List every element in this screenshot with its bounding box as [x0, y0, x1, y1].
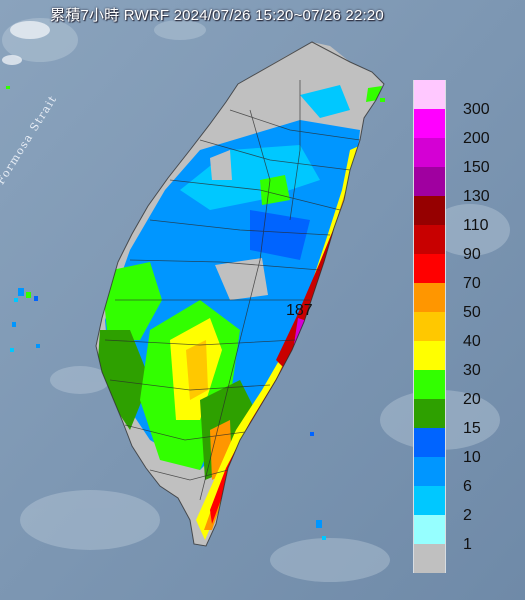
- legend-item: 30: [413, 341, 521, 379]
- legend-label: 90: [463, 245, 481, 263]
- legend-item: 110: [413, 196, 521, 234]
- legend-item: 200: [413, 109, 521, 147]
- legend-swatch: [413, 196, 446, 225]
- legend-label: 40: [463, 332, 481, 350]
- legend-swatch: [413, 515, 446, 544]
- legend-item: 90: [413, 225, 521, 263]
- legend-swatch: [413, 544, 446, 573]
- legend-swatch: [413, 283, 446, 312]
- legend-swatch: [413, 138, 446, 167]
- legend-swatch: [413, 486, 446, 515]
- legend-item: 50: [413, 283, 521, 321]
- max-rainfall-value: 187: [286, 302, 313, 319]
- legend-label: 20: [463, 390, 481, 408]
- legend-swatch: [413, 341, 446, 370]
- legend-item: 6: [413, 457, 521, 495]
- legend-label: 30: [463, 361, 481, 379]
- legend-item: 20: [413, 370, 521, 408]
- legend-item: 150: [413, 138, 521, 176]
- legend-swatch: [413, 428, 446, 457]
- legend-label: 70: [463, 274, 481, 292]
- legend-label: 50: [463, 303, 481, 321]
- legend-label: 150: [463, 158, 490, 176]
- legend-label: 200: [463, 129, 490, 147]
- legend-swatch: [413, 312, 446, 341]
- legend-swatch: [413, 167, 446, 196]
- legend-swatch: [413, 254, 446, 283]
- map-title: 累積7小時 RWRF 2024/07/26 15:20~07/26 22:20: [50, 7, 384, 24]
- legend-item: [413, 544, 521, 574]
- legend-swatch: [413, 399, 446, 428]
- legend-swatch: [413, 370, 446, 399]
- legend-item: 70: [413, 254, 521, 292]
- legend-item: 15: [413, 399, 521, 437]
- legend-swatch: [413, 109, 446, 138]
- legend-swatch: [413, 80, 446, 109]
- rainfall-legend: 300 200 150 130 110 90 70 50 40 30 20 15 10 6 2 1: [413, 80, 521, 574]
- legend-item: 40: [413, 312, 521, 350]
- legend-swatch: [413, 225, 446, 254]
- legend-label: 15: [463, 419, 481, 437]
- county-boundaries: [95, 41, 385, 547]
- legend-item: 10: [413, 428, 521, 466]
- legend-label: 2: [463, 506, 472, 524]
- legend-item: 1: [413, 515, 521, 553]
- cloud-texture: [2, 18, 510, 582]
- legend-swatch: [413, 457, 446, 486]
- legend-item: 130: [413, 167, 521, 205]
- legend-label: 130: [463, 187, 490, 205]
- legend-item: 300: [413, 80, 521, 118]
- offshore-cells: [6, 86, 385, 540]
- legend-label: 6: [463, 477, 472, 495]
- legend-label: 110: [463, 216, 489, 234]
- legend-label: 300: [463, 100, 490, 118]
- legend-item: 2: [413, 486, 521, 524]
- legend-label: 10: [463, 448, 481, 466]
- legend-label: 1: [463, 535, 472, 553]
